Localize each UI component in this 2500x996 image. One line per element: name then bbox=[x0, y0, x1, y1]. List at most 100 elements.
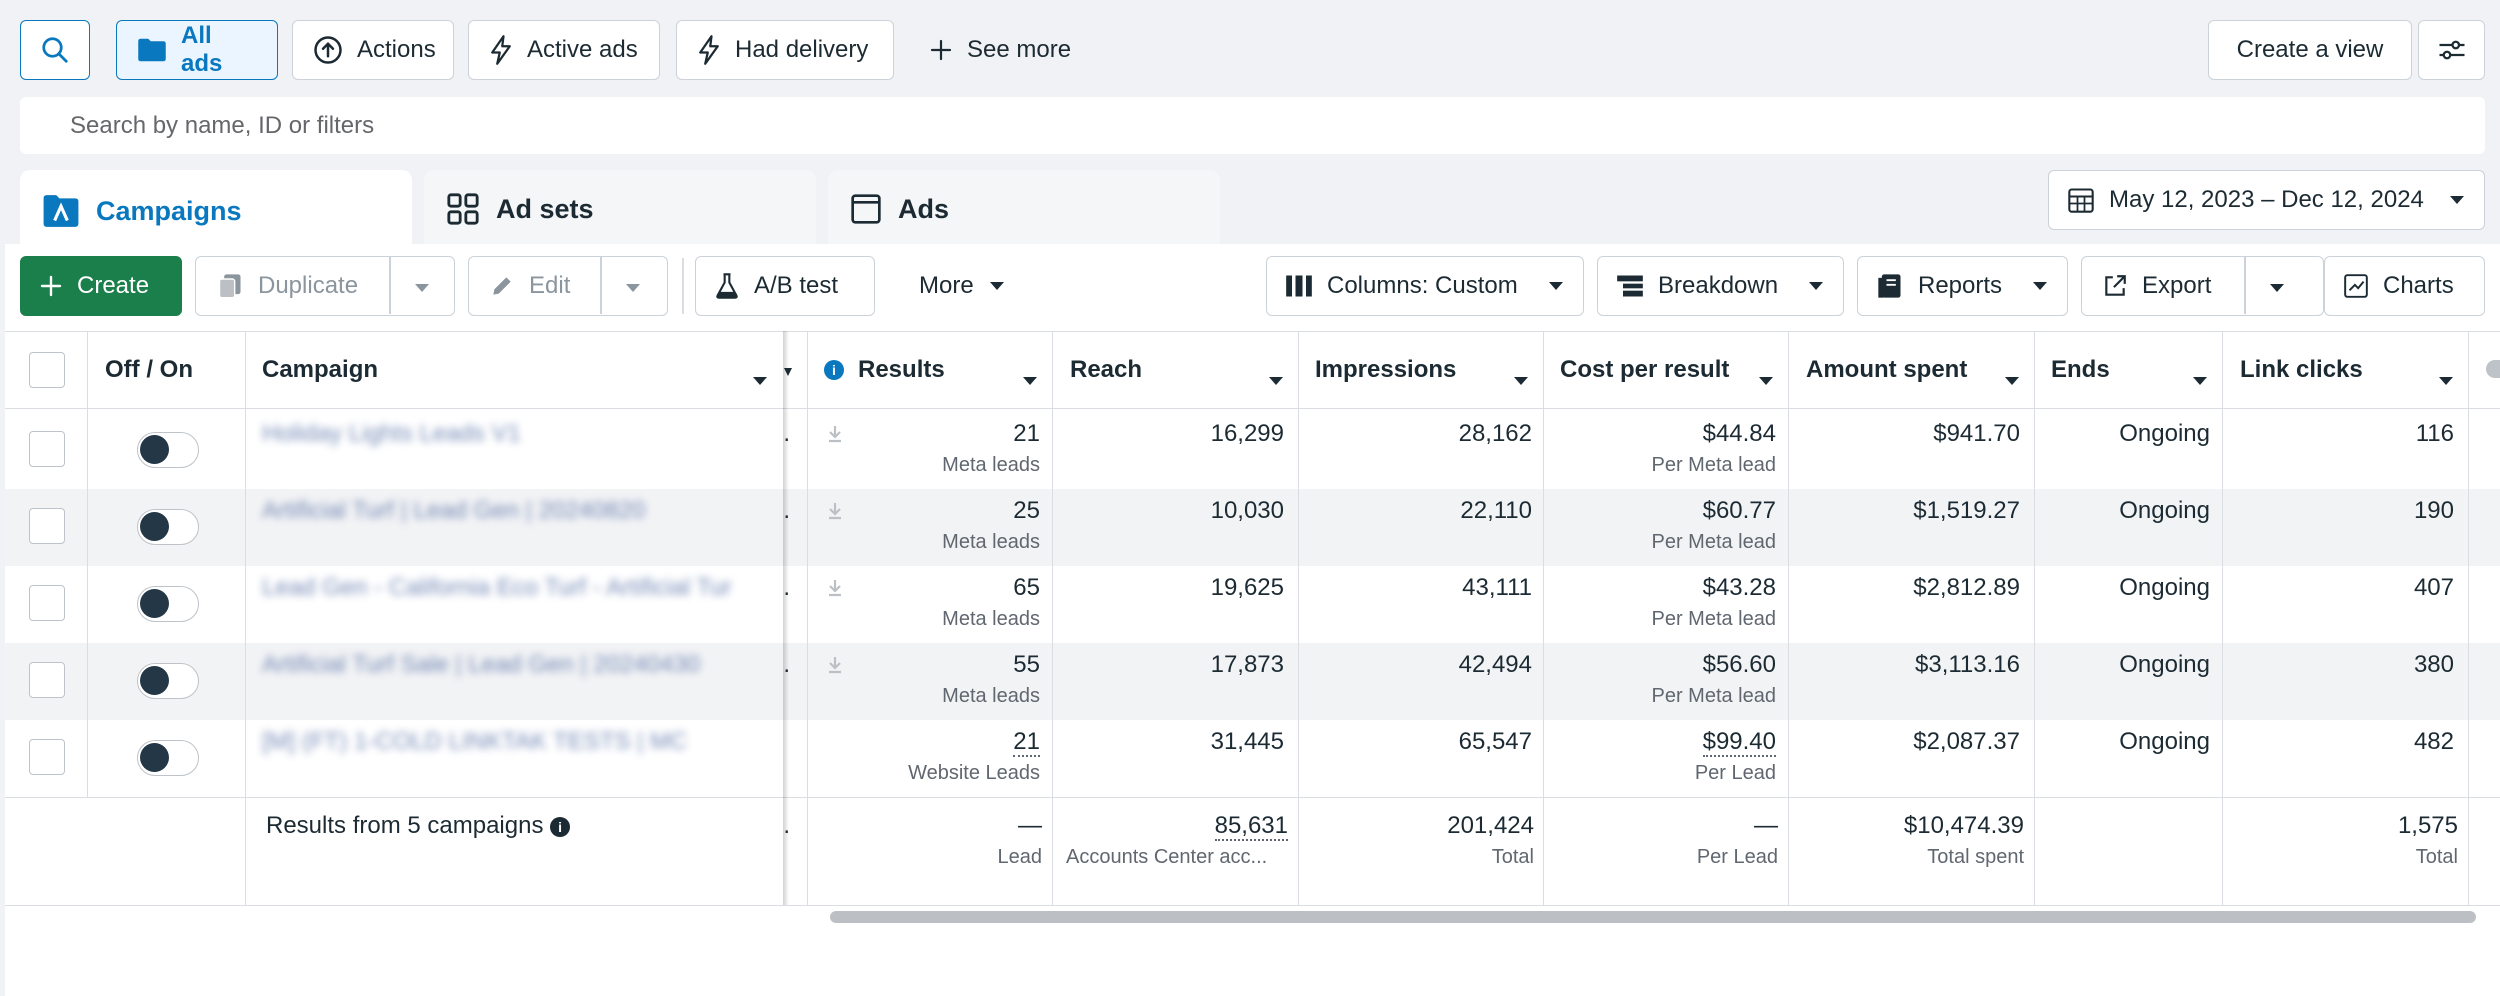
row-checkbox[interactable] bbox=[29, 508, 65, 544]
charts-button[interactable]: Charts bbox=[2324, 256, 2485, 316]
tab-campaigns[interactable]: Campaigns bbox=[20, 170, 412, 252]
edit-button[interactable]: Edit bbox=[470, 256, 598, 316]
row-checkbox[interactable] bbox=[29, 739, 65, 775]
duplicate-label: Duplicate bbox=[258, 272, 359, 299]
had-delivery-label: Had delivery bbox=[735, 36, 869, 63]
export-dropdown-caret-icon[interactable] bbox=[2268, 281, 2286, 299]
search-placeholder: Search by name, ID or filters bbox=[70, 111, 375, 139]
campaign-name[interactable]: Artificial Turf Sale | Lead Gen | 202404… bbox=[262, 651, 701, 678]
breakdown-button[interactable]: Breakdown bbox=[1597, 256, 1844, 316]
reports-button[interactable]: Reports bbox=[1857, 256, 2068, 316]
horizontal-scrollbar[interactable] bbox=[830, 911, 2476, 923]
row-checkbox[interactable] bbox=[29, 431, 65, 467]
impressions-cell: 22,110 bbox=[1460, 497, 1532, 524]
campaign-toggle[interactable] bbox=[137, 740, 199, 776]
duplicate-dropdown-caret-icon[interactable] bbox=[413, 281, 431, 299]
had-delivery-filter[interactable]: Had delivery bbox=[676, 20, 894, 80]
row-checkbox[interactable] bbox=[29, 662, 65, 698]
campaign-name[interactable]: [M] (FT) 1-COLD LINKTAK TESTS | MC bbox=[262, 728, 688, 755]
more-button[interactable]: More bbox=[900, 256, 1030, 316]
reach-cell: 31,445 bbox=[1210, 728, 1284, 755]
campaign-name[interactable]: Artificial Turf | Lead Gen | 20240820 bbox=[262, 497, 646, 524]
create-view-button[interactable]: Create a view bbox=[2208, 20, 2412, 80]
column-header-amount-spent[interactable]: Amount spent bbox=[1806, 331, 2034, 408]
date-range-label: May 12, 2023 – Dec 12, 2024 bbox=[2109, 186, 2424, 213]
totals-amount-spent-cell: $10,474.39 Total spent bbox=[1903, 812, 2024, 868]
link-clicks-cell: 116 bbox=[2415, 420, 2454, 447]
column-scroll-indicator bbox=[2486, 360, 2500, 378]
pencil-icon bbox=[489, 273, 515, 299]
link-clicks-header-label: Link clicks bbox=[2240, 355, 2363, 383]
export-label: Export bbox=[2142, 272, 2212, 299]
columns-button[interactable]: Columns: Custom bbox=[1266, 256, 1584, 316]
campaign-toggle[interactable] bbox=[137, 509, 199, 545]
campaign-name[interactable]: Holiday Lights Leads V1 bbox=[262, 420, 521, 447]
column-header-campaign[interactable]: Campaign bbox=[262, 331, 782, 408]
truncation-dot: . bbox=[783, 812, 790, 839]
tab-ad-sets-label: Ad sets bbox=[496, 193, 594, 224]
column-header-cost-per-result[interactable]: Cost per result bbox=[1560, 331, 1788, 408]
caret-down-icon bbox=[752, 365, 768, 393]
ab-test-button[interactable]: A/B test bbox=[695, 256, 875, 316]
campaigns-panel bbox=[5, 244, 2500, 996]
grid-line bbox=[807, 331, 808, 905]
campaign-toggle[interactable] bbox=[137, 432, 199, 468]
caret-down-icon bbox=[1022, 365, 1038, 393]
impressions-cell: 43,111 bbox=[1462, 574, 1532, 601]
column-header-off-on[interactable]: Off / On bbox=[105, 331, 245, 408]
totals-label: Results from 5 campaigns i bbox=[266, 812, 766, 840]
column-header-impressions[interactable]: Impressions bbox=[1315, 331, 1543, 408]
create-label: Create bbox=[77, 272, 150, 299]
create-button[interactable]: Create bbox=[20, 256, 182, 316]
edit-dropdown-caret-icon[interactable] bbox=[624, 281, 642, 299]
results-cell: 25 Meta leads bbox=[942, 497, 1040, 553]
link-clicks-cell: 482 bbox=[2413, 728, 2454, 755]
search-input[interactable]: Search by name, ID or filters bbox=[20, 97, 2485, 154]
totals-link-clicks-cell: 1,575 Total bbox=[2397, 812, 2458, 868]
caret-down-icon bbox=[2448, 194, 2466, 206]
search-button[interactable] bbox=[20, 20, 90, 80]
campaign-toggle[interactable] bbox=[137, 586, 199, 622]
active-ads-filter[interactable]: Active ads bbox=[468, 20, 660, 80]
toolbar-divider bbox=[682, 258, 684, 314]
amount-spent-cell: $2,812.89 bbox=[1913, 574, 2020, 601]
cost-per-result-cell: $56.60 Per Meta lead bbox=[1651, 651, 1776, 707]
see-more-label: See more bbox=[967, 36, 1072, 63]
caret-down-icon bbox=[2031, 280, 2049, 292]
ad-frame-icon bbox=[850, 193, 882, 225]
ends-header-label: Ends bbox=[2051, 355, 2110, 383]
flask-icon bbox=[714, 272, 740, 300]
column-header-link-clicks[interactable]: Link clicks bbox=[2240, 331, 2468, 408]
filter-settings-button[interactable] bbox=[2418, 20, 2485, 80]
totals-impressions-cell: 201,424 Total bbox=[1447, 812, 1534, 868]
impressions-cell: 65,547 bbox=[1458, 728, 1532, 755]
tab-ads[interactable]: Ads bbox=[828, 170, 1220, 248]
ab-test-label: A/B test bbox=[754, 272, 839, 299]
grid-line bbox=[1788, 331, 1789, 905]
ends-cell: Ongoing bbox=[2119, 574, 2210, 601]
date-range-picker[interactable]: May 12, 2023 – Dec 12, 2024 bbox=[2048, 170, 2485, 230]
campaign-flag-icon bbox=[42, 193, 80, 229]
actions-filter[interactable]: Actions bbox=[292, 20, 454, 80]
column-header-ends[interactable]: Ends bbox=[2051, 331, 2222, 408]
row-checkbox[interactable] bbox=[29, 585, 65, 621]
duplicate-button[interactable]: Duplicate bbox=[197, 256, 387, 316]
caret-down-icon bbox=[1547, 280, 1565, 292]
campaign-name[interactable]: Lead Gen - California Eco Turf - Artific… bbox=[262, 574, 732, 601]
tab-ads-label: Ads bbox=[898, 193, 950, 224]
column-header-reach[interactable]: Reach bbox=[1070, 331, 1298, 408]
tab-ad-sets[interactable]: Ad sets bbox=[424, 170, 816, 248]
cost-per-result-cell: $60.77 Per Meta lead bbox=[1651, 497, 1776, 553]
tab-campaigns-label: Campaigns bbox=[96, 195, 242, 226]
see-more-filter[interactable]: See more bbox=[908, 20, 1098, 80]
campaign-toggle[interactable] bbox=[137, 663, 199, 699]
plus-icon bbox=[39, 274, 63, 298]
export-button[interactable]: Export bbox=[2083, 256, 2243, 316]
grid-line bbox=[2222, 331, 2223, 905]
select-all-checkbox[interactable] bbox=[29, 352, 65, 388]
all-ads-filter[interactable]: All ads bbox=[116, 20, 278, 80]
info-icon[interactable]: i bbox=[550, 816, 571, 837]
impressions-cell: 42,494 bbox=[1458, 651, 1532, 678]
column-header-results[interactable]: i Results bbox=[824, 331, 1052, 408]
amount-spent-cell: $941.70 bbox=[1933, 420, 2020, 447]
